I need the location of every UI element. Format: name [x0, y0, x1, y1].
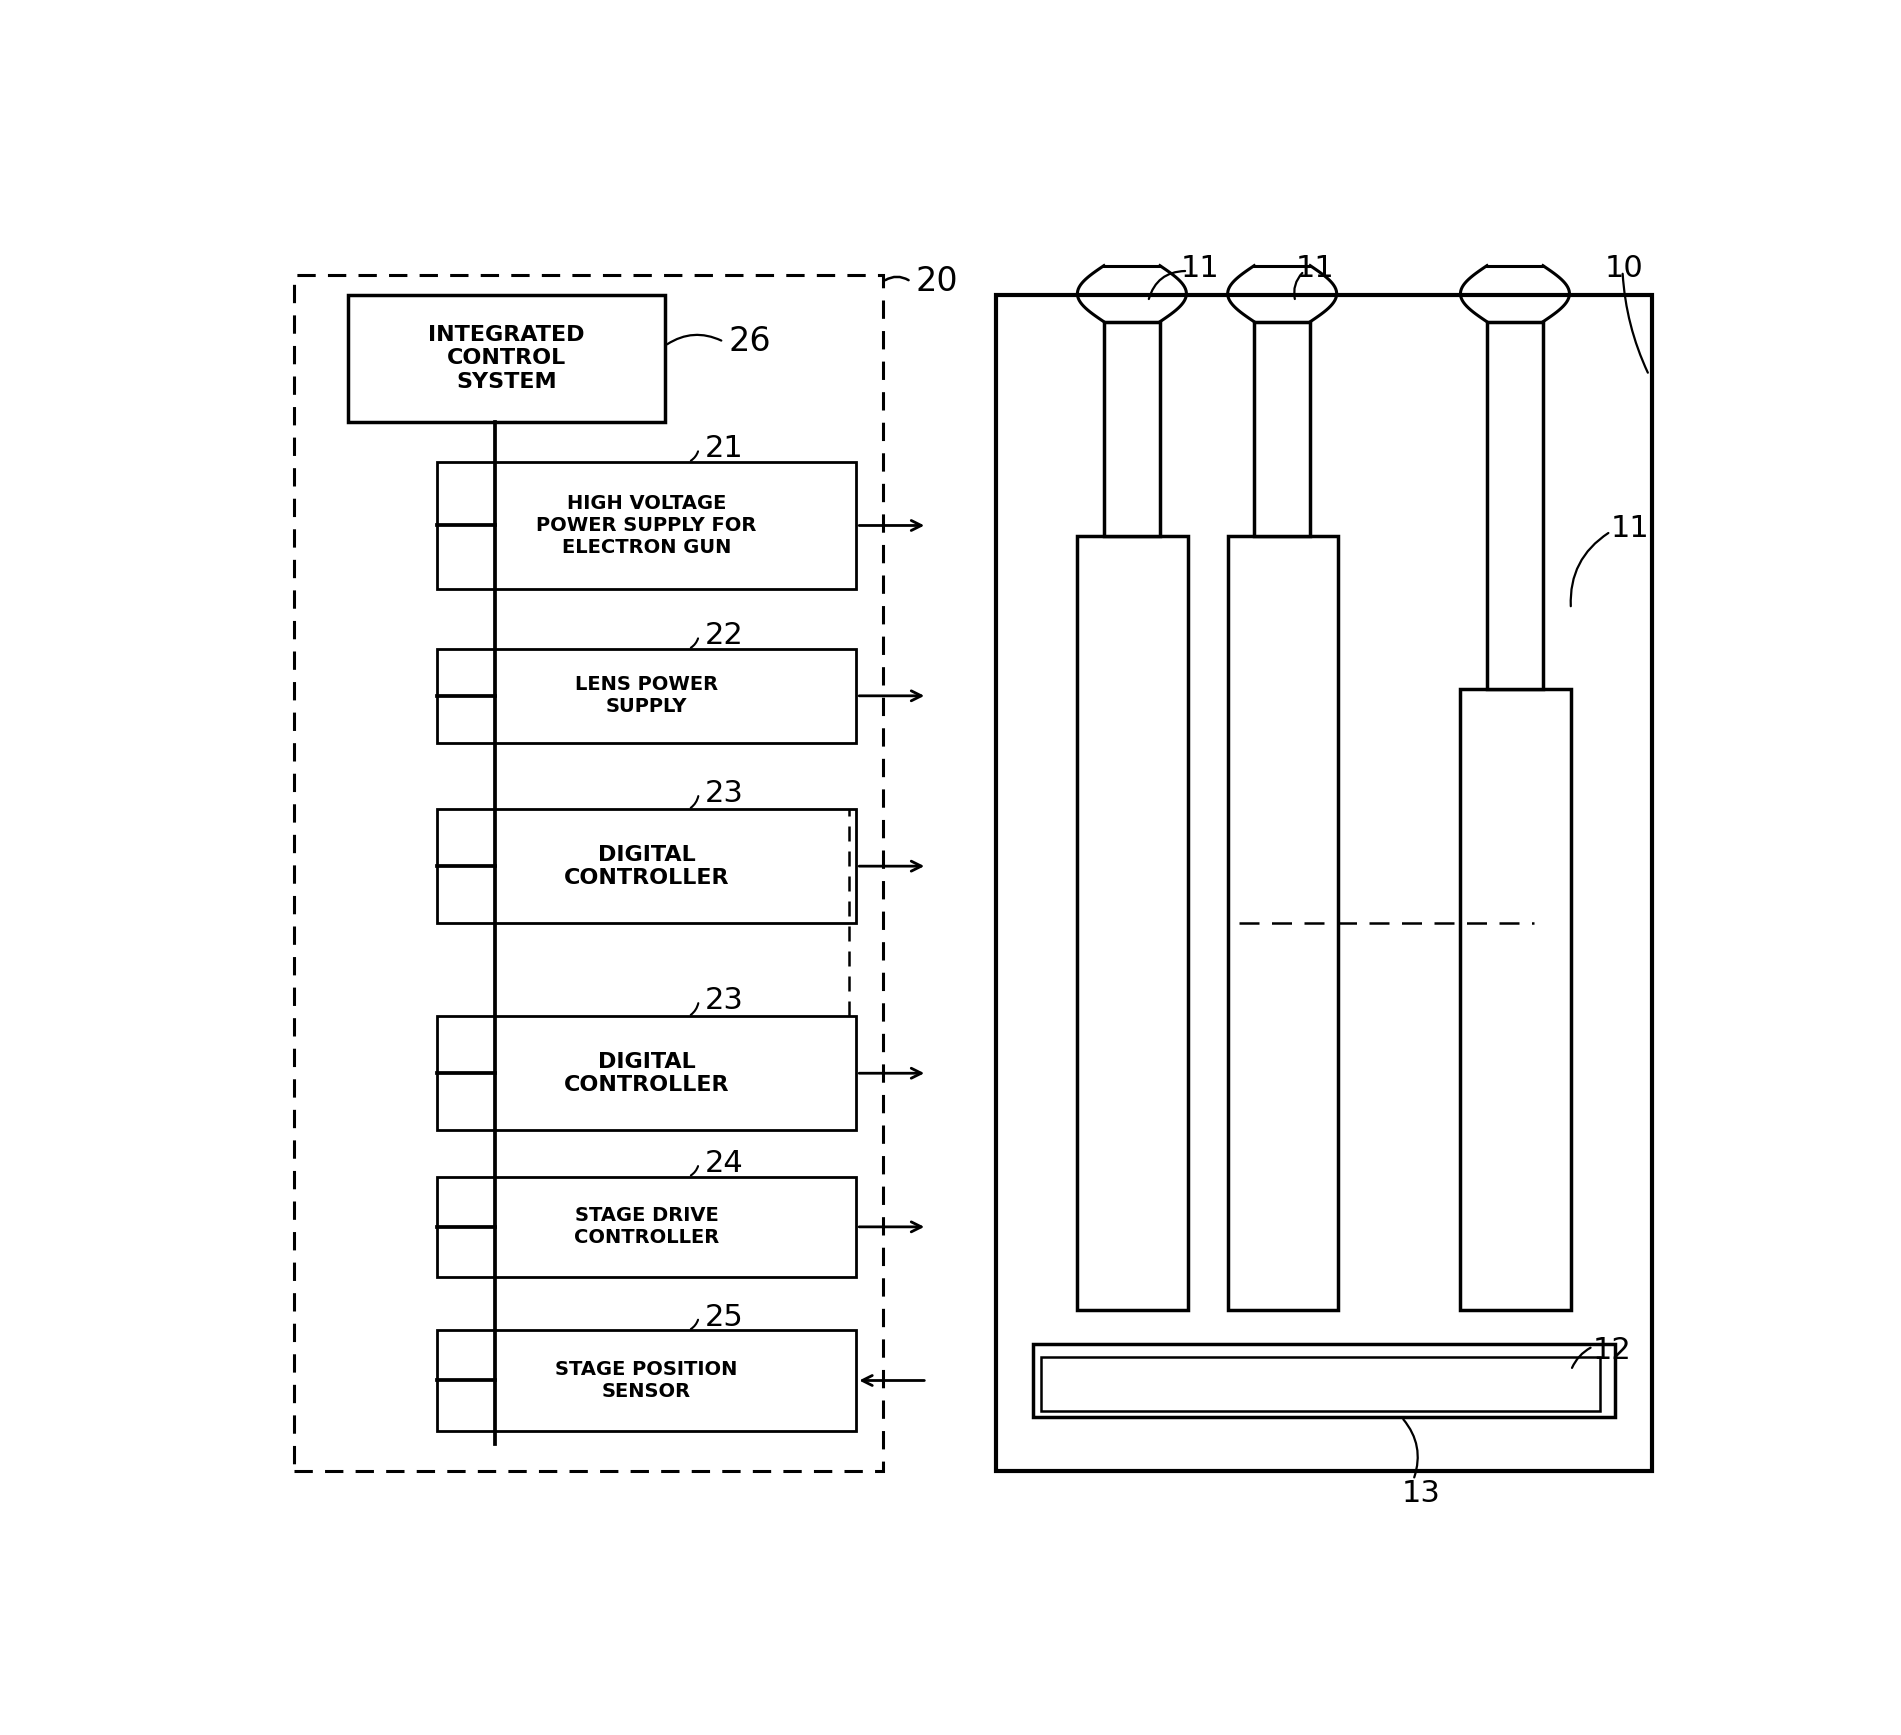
Bar [437, 649, 857, 743]
Text: DIGITAL
CONTROLLER: DIGITAL CONTROLLER [565, 845, 730, 888]
Text: LENS POWER
SUPPLY: LENS POWER SUPPLY [574, 675, 719, 717]
Text: STAGE POSITION
SENSOR: STAGE POSITION SENSOR [555, 1360, 738, 1400]
Bar [437, 809, 857, 923]
Text: 21: 21 [705, 434, 743, 463]
Text: 22: 22 [705, 621, 743, 651]
Bar [1078, 536, 1188, 1310]
Text: DIGITAL
CONTROLLER: DIGITAL CONTROLLER [565, 1051, 730, 1095]
Text: 24: 24 [705, 1149, 743, 1178]
Text: 11: 11 [1181, 253, 1219, 283]
Bar [437, 1017, 857, 1129]
Text: 26: 26 [728, 324, 770, 359]
Bar [1460, 689, 1570, 1310]
Bar [1034, 1343, 1616, 1417]
Bar [437, 1331, 857, 1431]
Text: 20: 20 [916, 265, 958, 298]
Bar [1228, 536, 1338, 1310]
Text: 23: 23 [705, 985, 743, 1015]
Text: 13: 13 [1401, 1478, 1441, 1508]
Bar [437, 1176, 857, 1277]
Text: STAGE DRIVE
CONTROLLER: STAGE DRIVE CONTROLLER [574, 1206, 719, 1247]
Text: HIGH VOLTAGE
POWER SUPPLY FOR
ELECTRON GUN: HIGH VOLTAGE POWER SUPPLY FOR ELECTRON G… [536, 494, 757, 557]
Text: 25: 25 [705, 1303, 743, 1331]
Text: INTEGRATED
CONTROL
SYSTEM: INTEGRATED CONTROL SYSTEM [428, 324, 586, 392]
Text: 11: 11 [1295, 253, 1335, 283]
Bar [348, 295, 665, 422]
Bar [996, 295, 1652, 1471]
Text: 12: 12 [1593, 1336, 1631, 1365]
Bar [1040, 1357, 1601, 1411]
Bar [437, 462, 857, 588]
Text: 11: 11 [1610, 514, 1650, 543]
Bar [1487, 321, 1544, 689]
Bar [1104, 321, 1160, 536]
Bar [293, 274, 882, 1471]
Text: 10: 10 [1604, 253, 1644, 283]
Text: 23: 23 [705, 779, 743, 809]
Bar [1255, 321, 1310, 536]
